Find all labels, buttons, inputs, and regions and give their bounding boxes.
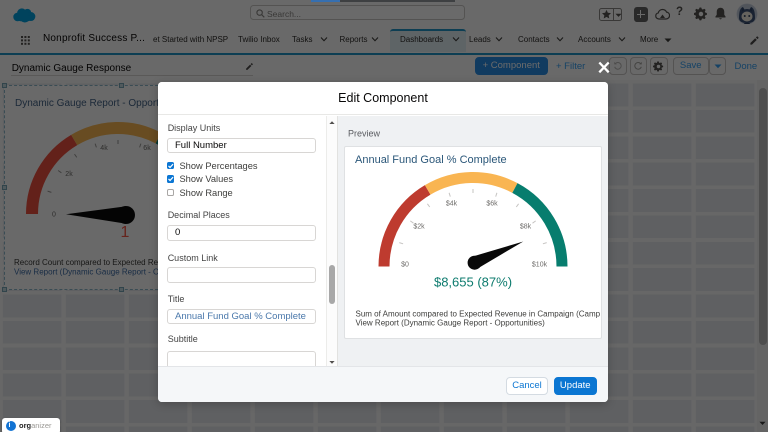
svg-text:$4k: $4k (446, 200, 458, 207)
svg-text:$10k: $10k (532, 261, 548, 268)
svg-text:$2k: $2k (413, 223, 425, 230)
svg-text:Annual Fund Goal % Complete: Annual Fund Goal % Complete (355, 154, 507, 166)
svg-text:View Report (Dynamic Gauge Rep: View Report (Dynamic Gauge Report - Oppo… (356, 318, 546, 327)
svg-text:Preview: Preview (348, 128, 381, 138)
svg-text:$6k: $6k (486, 200, 498, 207)
svg-text:$0: $0 (401, 261, 409, 268)
svg-text:$8k: $8k (520, 223, 532, 230)
svg-text:$8,655 (87%): $8,655 (87%) (434, 274, 512, 289)
svg-text:Sum of Amount compared to Expe: Sum of Amount compared to Expected Reven… (356, 309, 609, 318)
